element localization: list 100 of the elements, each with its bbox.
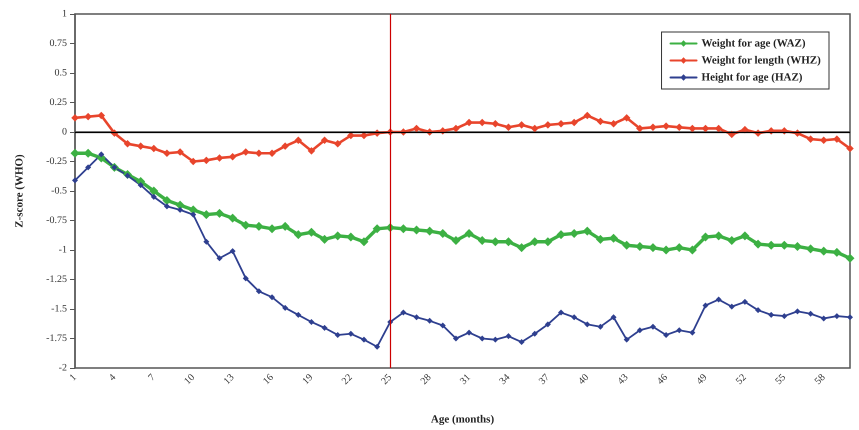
point [360, 132, 368, 140]
point [728, 304, 735, 310]
point [84, 112, 92, 120]
point [306, 228, 316, 237]
point [269, 294, 276, 300]
point [412, 124, 420, 132]
point [228, 214, 238, 223]
point [348, 330, 354, 337]
point [138, 182, 144, 188]
point [124, 140, 132, 148]
legend-label: Height for age (HAZ) [702, 72, 803, 84]
point [558, 310, 564, 316]
y-tick-label: -0.75 [46, 215, 67, 226]
point [452, 124, 460, 132]
point [570, 228, 579, 238]
point [596, 118, 604, 126]
x-tick-label: 7 [146, 372, 158, 384]
point [584, 112, 592, 120]
point [216, 154, 224, 162]
point [505, 333, 512, 340]
point [85, 164, 92, 170]
point [689, 330, 696, 336]
point [755, 307, 762, 314]
point [846, 144, 854, 152]
point [149, 186, 158, 196]
point [674, 243, 684, 252]
point [479, 336, 486, 342]
point [359, 237, 368, 246]
point [808, 310, 814, 317]
point [518, 339, 525, 346]
point [584, 321, 590, 328]
point [675, 124, 683, 132]
point [414, 314, 420, 320]
point [571, 314, 578, 320]
point [189, 158, 197, 166]
point [650, 324, 656, 330]
point [322, 324, 328, 331]
point [833, 135, 841, 143]
point [820, 315, 827, 322]
point [452, 336, 459, 342]
point [649, 124, 657, 132]
x-tick-label: 25 [379, 372, 394, 387]
point [98, 112, 106, 120]
point [280, 222, 290, 231]
point [426, 318, 433, 324]
point [360, 336, 367, 343]
y-tick-label: -0.25 [46, 156, 67, 167]
y-tick-label: -1.75 [46, 333, 67, 344]
point [702, 302, 709, 308]
legend-label: Weight for length (WHZ) [702, 54, 822, 66]
point [242, 275, 249, 282]
point [163, 149, 171, 157]
point [320, 234, 330, 244]
point [676, 327, 682, 334]
point [847, 314, 853, 320]
x-tick-label: 43 [616, 372, 631, 387]
point [98, 151, 104, 158]
x-tick-label: 34 [498, 372, 512, 387]
x-tick-label: 22 [340, 372, 355, 387]
y-tick-label: 0.75 [50, 38, 67, 49]
point [492, 336, 498, 343]
y-tick-label: 0.5 [54, 68, 67, 78]
point [150, 144, 158, 152]
point [610, 120, 618, 128]
point [740, 231, 750, 240]
point [451, 236, 460, 246]
point [177, 206, 184, 213]
x-tick-label: 4 [106, 372, 118, 384]
point [438, 228, 448, 238]
point [320, 136, 328, 144]
point [124, 172, 131, 179]
point [741, 126, 749, 134]
point [164, 203, 170, 210]
x-tick-label: 58 [812, 372, 828, 387]
point [622, 114, 630, 122]
point [636, 327, 643, 334]
point [663, 332, 670, 338]
point [609, 234, 618, 243]
point [492, 120, 500, 128]
point [466, 330, 472, 336]
x-tick-label: 40 [576, 372, 592, 387]
point [71, 114, 79, 122]
point [557, 120, 565, 128]
point [136, 142, 144, 150]
point [216, 255, 222, 262]
point [150, 194, 157, 200]
point [532, 330, 538, 337]
point [727, 236, 736, 246]
x-tick-label: 31 [458, 372, 473, 387]
point [202, 156, 210, 164]
point [334, 140, 342, 148]
x-tick-label: 55 [773, 372, 788, 387]
point [768, 312, 774, 318]
y-tick-label: -0.5 [51, 186, 67, 196]
point [294, 230, 303, 240]
x-axis-title: Age (months) [430, 414, 494, 426]
point [504, 124, 512, 132]
point [610, 314, 617, 320]
y-tick-label: -1 [58, 244, 67, 256]
point [374, 344, 380, 350]
